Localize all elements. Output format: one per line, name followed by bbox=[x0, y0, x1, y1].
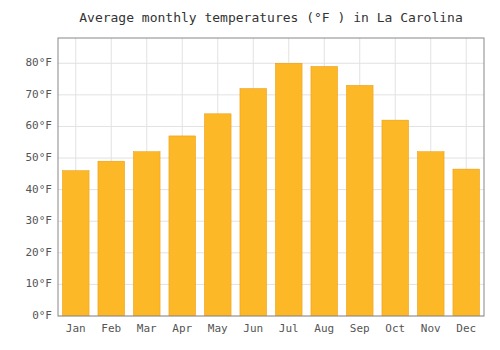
y-tick-label: 80°F bbox=[26, 56, 53, 69]
x-tick-label: Jun bbox=[243, 322, 263, 335]
bar bbox=[62, 171, 89, 316]
y-tick-label: 0°F bbox=[32, 309, 52, 322]
x-tick-label: Apr bbox=[172, 322, 192, 335]
y-tick-label: 70°F bbox=[26, 88, 53, 101]
plot-frame bbox=[58, 38, 484, 316]
bar bbox=[311, 66, 338, 316]
x-tick-label: Sep bbox=[350, 322, 370, 335]
x-tick-label: Jul bbox=[279, 322, 299, 335]
x-tick-label: Feb bbox=[101, 322, 121, 335]
x-tick-label: Dec bbox=[456, 322, 476, 335]
bars bbox=[62, 63, 479, 316]
y-tick-label: 40°F bbox=[26, 183, 53, 196]
y-grid-line bbox=[58, 126, 484, 127]
grid bbox=[58, 38, 484, 316]
y-tick-label: 20°F bbox=[26, 246, 53, 259]
y-axis: 0°F 10°F 20°F 30°F 40°F 50°F 60°F 70°F 80°F bbox=[26, 56, 53, 322]
y-grid-line bbox=[58, 63, 484, 64]
x-tick-label: Nov bbox=[421, 322, 441, 335]
bar bbox=[204, 114, 231, 316]
y-tick-label: 30°F bbox=[26, 214, 53, 227]
y-tick-label: 60°F bbox=[26, 119, 53, 132]
bar bbox=[346, 85, 373, 316]
bar bbox=[133, 152, 160, 316]
bar bbox=[382, 120, 409, 316]
bar bbox=[98, 161, 125, 316]
bar bbox=[275, 63, 302, 316]
x-axis: Jan Feb Mar Apr May Jun Jul Aug Sep Oct Nov Dec bbox=[66, 322, 476, 335]
y-grid-line bbox=[58, 94, 484, 95]
x-tick-label: Mar bbox=[137, 322, 157, 335]
bar bbox=[453, 169, 480, 316]
x-tick-label: Jan bbox=[66, 322, 86, 335]
title: Average monthly temperatures (°F ) in La… bbox=[79, 10, 463, 25]
bar bbox=[240, 89, 267, 316]
bar bbox=[417, 152, 444, 316]
x-tick-label: May bbox=[208, 322, 228, 335]
y-tick-label: 10°F bbox=[26, 277, 53, 290]
bar bbox=[169, 136, 196, 316]
x-tick-label: Aug bbox=[314, 322, 334, 335]
y-tick-label: 50°F bbox=[26, 151, 53, 164]
x-tick-label: Oct bbox=[385, 322, 405, 335]
chart: 0°F 10°F 20°F 30°F 40°F 50°F 60°F 70°F 80°F Jan Fe… bbox=[0, 0, 500, 350]
